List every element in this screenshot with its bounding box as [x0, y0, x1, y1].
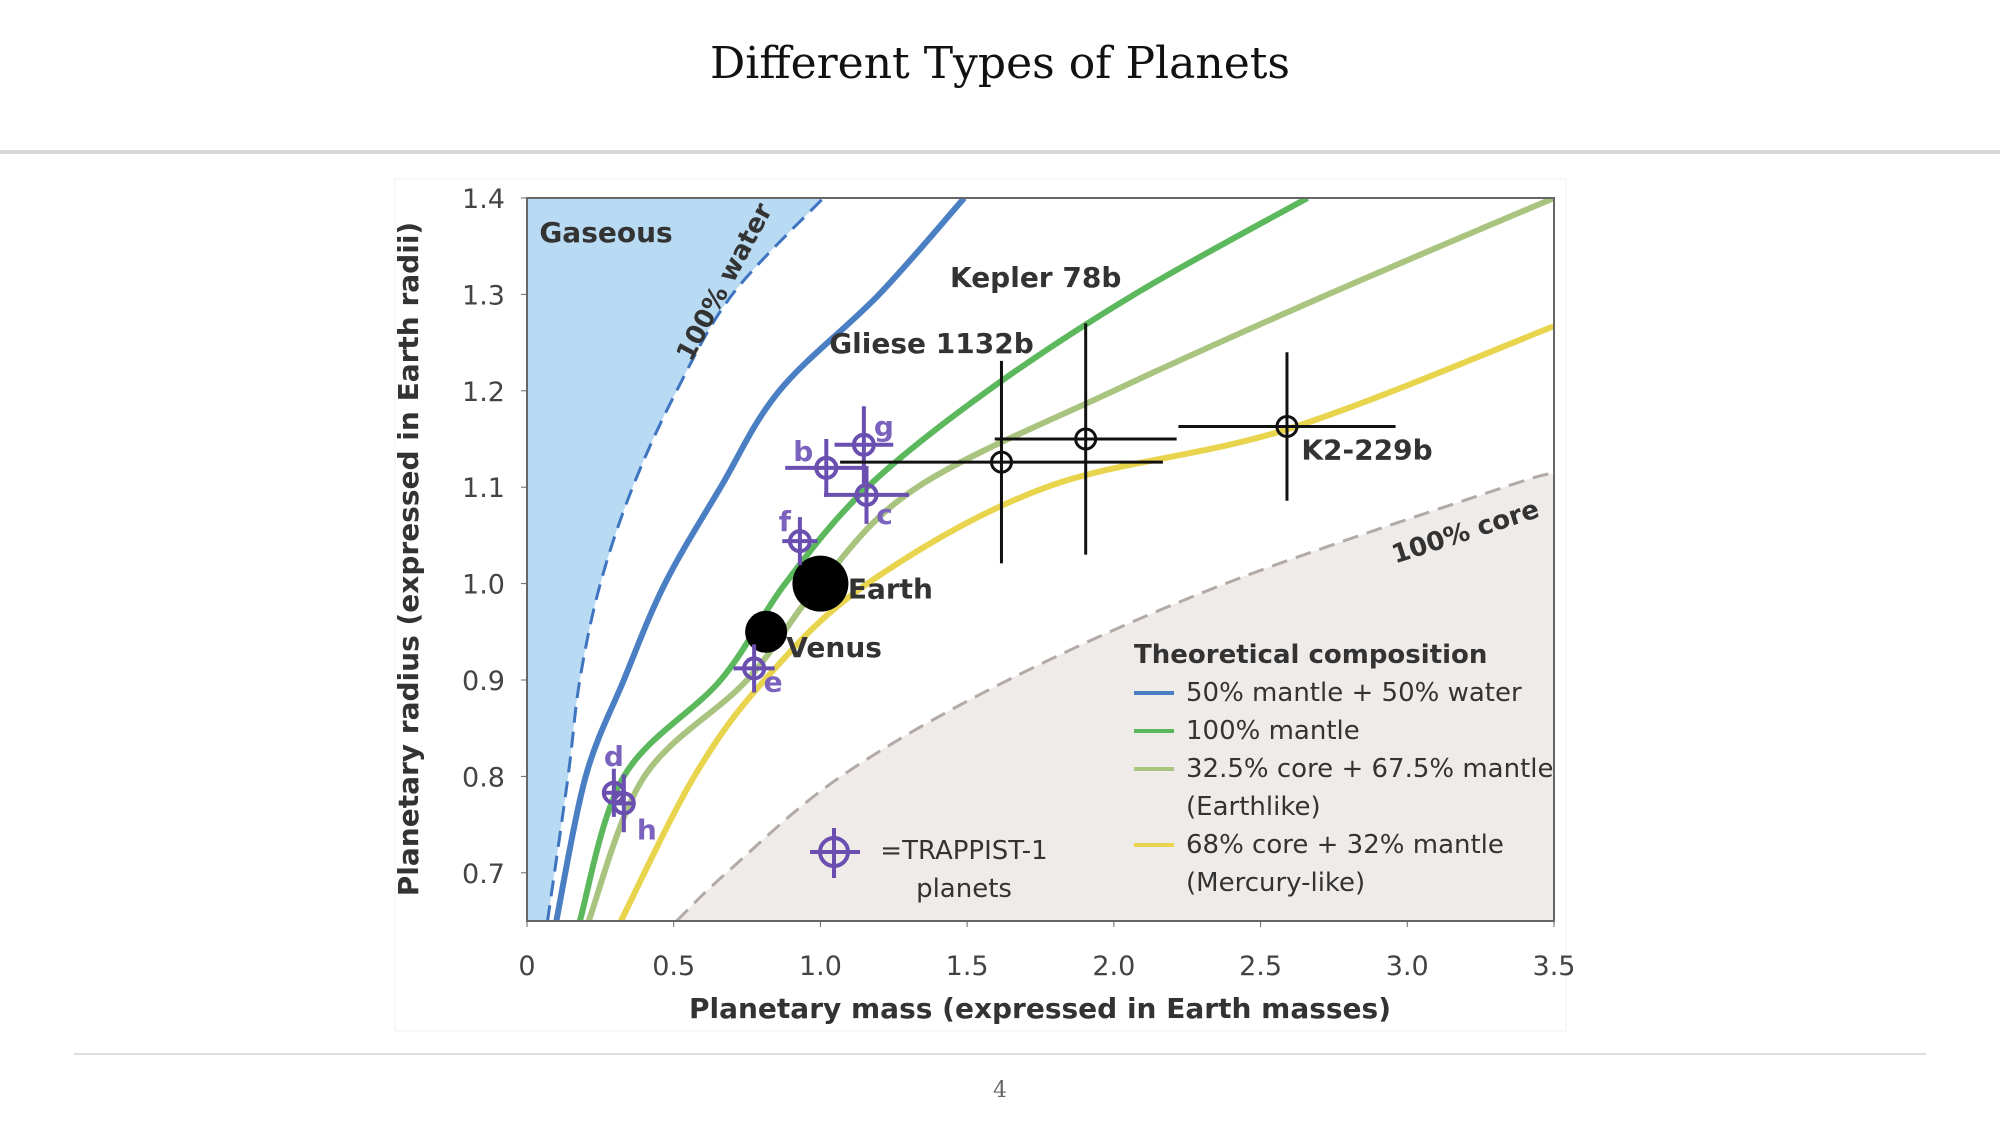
planet-label: Earth [848, 573, 933, 606]
legend-swatch [1134, 767, 1174, 771]
composition-curve [576, 198, 1309, 921]
legend-entry: 68% core + 32% mantle (Mercury-like) [1134, 826, 1574, 902]
boundary-line [546, 198, 825, 921]
legend-marker [810, 828, 860, 878]
regions [527, 198, 1554, 921]
planet-label: d [604, 740, 624, 773]
planet-label: g [874, 410, 894, 443]
x-tick-label: 1.5 [946, 951, 989, 982]
y-tick-label: 0.8 [462, 762, 505, 793]
y-tick-label: 1.2 [462, 377, 505, 408]
planet-label: b [793, 435, 813, 468]
x-tick-label: 0.5 [652, 951, 695, 982]
x-tick-label: 1.0 [799, 951, 842, 982]
planet-label: c [876, 498, 893, 531]
y-tick-label: 1.1 [462, 473, 505, 504]
x-tick-label: 3.0 [1386, 951, 1429, 982]
legend: Theoretical composition 50% mantle + 50%… [1134, 636, 1574, 902]
planet-marker [745, 610, 788, 653]
planet-marker [1275, 414, 1299, 438]
x-tick-label: 2.0 [1092, 951, 1135, 982]
legend-entry: 50% mantle + 50% water [1134, 674, 1574, 712]
legend-swatch [1134, 691, 1174, 695]
legend-label: =TRAPPIST-1 planets [880, 836, 1048, 904]
planet-marker [742, 656, 767, 681]
planet: e [733, 644, 783, 698]
planet-label: Gliese 1132b [829, 327, 1034, 360]
planet: g [834, 406, 894, 484]
planet-marker [989, 450, 1013, 474]
planet-label: f [779, 505, 792, 538]
planet: Venus [745, 610, 882, 664]
legend-label: 32.5% core + 67.5% mantle (Earthlike) [1186, 754, 1554, 822]
planet: h [611, 774, 657, 846]
planet-marker [1074, 427, 1098, 451]
y-tick-label: 1.0 [462, 570, 505, 601]
planet: c [823, 465, 910, 531]
planet-label: h [637, 813, 657, 846]
y-tick-label: 1.4 [462, 184, 505, 215]
planet-marker [787, 529, 812, 554]
legend-entry: 32.5% core + 67.5% mantle (Earthlike) [1134, 750, 1574, 826]
slide-title: Different Types of Planets [709, 38, 1290, 89]
planet-marker [814, 455, 839, 480]
composition-curve [553, 198, 967, 921]
y-tick-label: 0.7 [462, 859, 505, 890]
planet-label: e [764, 665, 783, 698]
planet: Gliese 1132b [829, 327, 1163, 564]
boundary-line [675, 472, 1554, 921]
plot-frame [526, 197, 1555, 922]
y-tick-label: 1.3 [462, 280, 505, 311]
composition-curve [585, 198, 1554, 921]
y-tick-label: 0.9 [462, 666, 505, 697]
planet-marker [854, 482, 879, 507]
region [676, 473, 1554, 921]
legend-swatch [1134, 843, 1174, 847]
legend-swatch [1134, 729, 1174, 733]
legend-label: 68% core + 32% mantle (Mercury-like) [1186, 830, 1504, 898]
region-label: Gaseous [539, 216, 672, 249]
planet-label: Venus [786, 631, 882, 664]
legend-label: 100% mantle [1186, 716, 1360, 746]
x-tick-label: 3.5 [1533, 951, 1576, 982]
region [527, 198, 824, 921]
legend-title: Theoretical composition [1134, 640, 1488, 670]
y-axis-label: Planetary radius (expressed in Earth rad… [392, 222, 425, 896]
curves [546, 198, 1554, 921]
page-number: 4 [993, 1078, 1007, 1103]
composition-curve [618, 323, 1554, 921]
trappist-legend: =TRAPPIST-1 planets [864, 832, 1064, 908]
planet-marker [792, 555, 849, 612]
divider [74, 1053, 1926, 1055]
x-tick-label: 0 [518, 951, 535, 982]
planet-marker [851, 432, 876, 457]
planet-label: Kepler 78b [950, 261, 1121, 294]
planet: f [779, 505, 818, 566]
x-axis-label: Planetary mass (expressed in Earth masse… [689, 992, 1391, 1025]
planet: Earth [792, 555, 933, 612]
planet: Kepler 78b [950, 261, 1177, 555]
legend-label: 50% mantle + 50% water [1186, 678, 1522, 708]
x-tick-label: 2.5 [1239, 951, 1282, 982]
planet-label: K2-229b [1301, 433, 1432, 466]
planet: K2-229b [1178, 352, 1433, 501]
planet: b [785, 435, 868, 497]
planet-marker [611, 791, 636, 816]
legend-entry: 100% mantle [1134, 712, 1574, 750]
divider [0, 150, 2000, 154]
